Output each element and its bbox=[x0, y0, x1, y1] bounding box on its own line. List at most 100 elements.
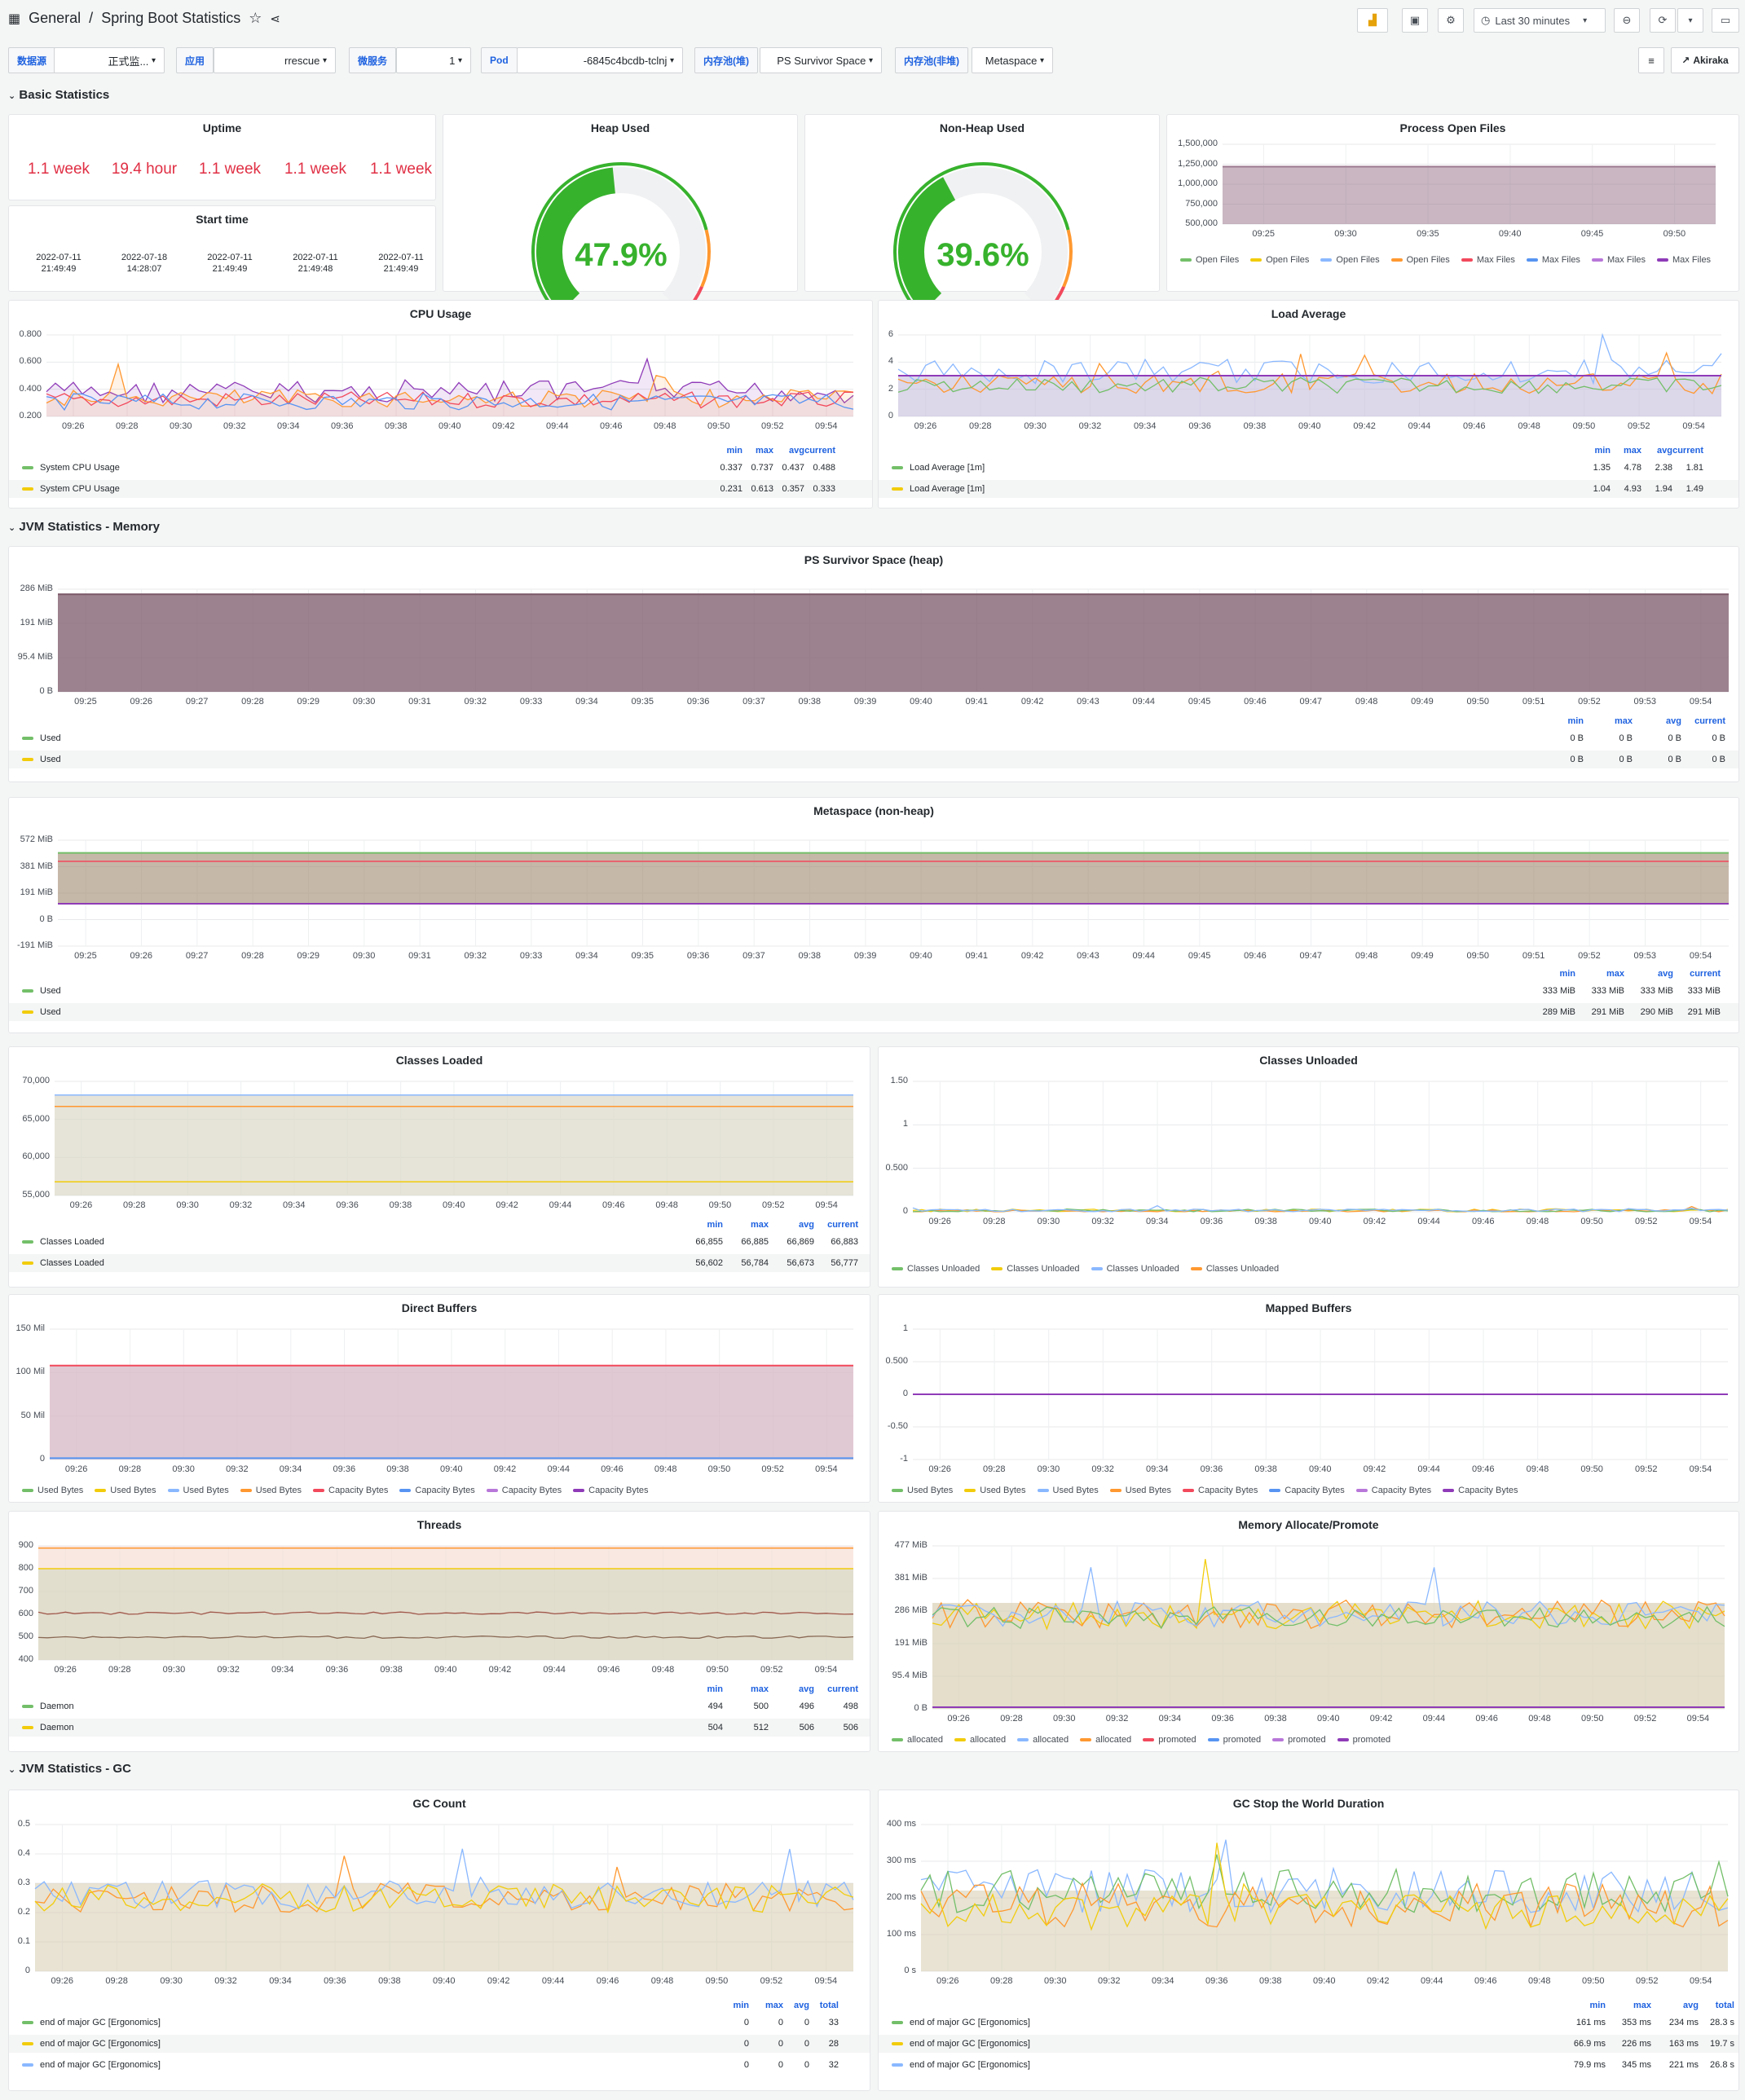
dashboard-settings-button[interactable]: ⚙ bbox=[1438, 8, 1464, 33]
legend-header[interactable]: max bbox=[1633, 2001, 1651, 2010]
legend-row[interactable]: end of major GC [Ergonomics] 0 0 0 33 bbox=[9, 2014, 870, 2032]
legend-item[interactable]: promoted bbox=[1207, 1735, 1261, 1745]
legend-row[interactable]: Used 0 B 0 B 0 B 0 B bbox=[9, 729, 1738, 747]
legend-header[interactable]: avg bbox=[799, 1684, 814, 1694]
legend-header[interactable]: min bbox=[1559, 969, 1575, 979]
legend-item[interactable]: allocated bbox=[1017, 1735, 1069, 1745]
legend-header[interactable]: min bbox=[1594, 446, 1611, 456]
variable-select-app[interactable]: rrescue ▾ bbox=[214, 47, 336, 73]
legend-header[interactable]: min bbox=[733, 2001, 749, 2010]
legend-header[interactable]: current bbox=[1694, 716, 1725, 726]
legend-row[interactable]: System CPU Usage 0.337 0.737 0.437 0.488 bbox=[9, 459, 872, 477]
legend-header[interactable]: avg bbox=[799, 1220, 814, 1230]
legend-header[interactable]: max bbox=[1614, 716, 1633, 726]
dashboard-title[interactable]: Spring Boot Statistics bbox=[101, 10, 241, 26]
legend-header[interactable]: current bbox=[804, 446, 835, 456]
legend-row[interactable]: end of major GC [Ergonomics] 66.9 ms 226 m… bbox=[879, 2035, 1738, 2053]
legend-row[interactable]: Load Average [1m] 1.35 4.78 2.38 1.81 bbox=[879, 459, 1738, 477]
legend-header[interactable]: min bbox=[707, 1220, 723, 1230]
zoom-out-button[interactable]: ⊖ bbox=[1614, 8, 1640, 33]
variable-select-heap-pool[interactable]: PS Survivor Space ▾ bbox=[760, 47, 882, 73]
legend-header[interactable]: avg bbox=[1683, 2001, 1699, 2010]
legend-header[interactable]: max bbox=[1623, 446, 1641, 456]
legend-row[interactable]: Used 0 B 0 B 0 B 0 B bbox=[9, 751, 1738, 768]
legend-header[interactable]: min bbox=[726, 446, 743, 456]
legend-header[interactable]: current bbox=[1690, 969, 1721, 979]
legend-item[interactable]: Max Files bbox=[1461, 255, 1515, 265]
legend-row[interactable]: Load Average [1m] 1.04 4.93 1.94 1.49 bbox=[879, 480, 1738, 498]
variable-select-datasource[interactable]: 正式监... ▾ bbox=[54, 47, 165, 73]
legend-item[interactable]: Capacity Bytes bbox=[1269, 1486, 1345, 1495]
legend-row[interactable]: end of major GC [Ergonomics] 0 0 0 32 bbox=[9, 2056, 870, 2074]
row-jvm-memory[interactable]: ⌄ JVM Statistics - Memory bbox=[8, 520, 160, 534]
legend-item[interactable]: Classes Unloaded bbox=[1190, 1264, 1279, 1274]
legend-item[interactable]: Open Files bbox=[1180, 255, 1239, 265]
legend-row[interactable]: Used 289 MiB 291 MiB 290 MiB 291 MiB bbox=[9, 1003, 1738, 1021]
legend-item[interactable]: Classes Unloaded bbox=[991, 1264, 1080, 1274]
legend-item[interactable]: Max Files bbox=[1657, 255, 1711, 265]
variable-select-pod[interactable]: -6845c4bcdb-tclnj ▾ bbox=[517, 47, 683, 73]
tv-mode-button[interactable]: ▭ bbox=[1712, 8, 1739, 33]
legend-item[interactable]: Used Bytes bbox=[95, 1486, 156, 1495]
legend-item[interactable]: Used Bytes bbox=[892, 1486, 953, 1495]
share-icon[interactable]: ⋖ bbox=[270, 11, 280, 26]
legend-item[interactable]: Capacity Bytes bbox=[313, 1486, 388, 1495]
legend-header[interactable]: max bbox=[755, 446, 773, 456]
variable-select-service[interactable]: 1 ▾ bbox=[396, 47, 471, 73]
legend-item[interactable]: Capacity Bytes bbox=[1355, 1486, 1431, 1495]
row-basic-statistics[interactable]: ⌄ Basic Statistics bbox=[8, 88, 109, 102]
legend-item[interactable]: Capacity Bytes bbox=[573, 1486, 649, 1495]
user-link-button[interactable]: ↗ Akiraka bbox=[1671, 47, 1739, 73]
dashboard-links-button[interactable]: ≡ bbox=[1638, 47, 1664, 73]
legend-header[interactable]: max bbox=[1606, 969, 1624, 979]
legend-item[interactable]: Max Files bbox=[1526, 255, 1580, 265]
legend-row[interactable]: Used 333 MiB 333 MiB 333 MiB 333 MiB bbox=[9, 982, 1738, 1000]
legend-item[interactable]: Capacity Bytes bbox=[1443, 1486, 1518, 1495]
legend-header[interactable]: avg bbox=[1658, 969, 1673, 979]
legend-item[interactable]: Open Files bbox=[1320, 255, 1380, 265]
legend-row[interactable]: System CPU Usage 0.231 0.613 0.357 0.333 bbox=[9, 480, 872, 498]
legend-header[interactable]: max bbox=[750, 1220, 769, 1230]
legend-row[interactable]: Classes Loaded 66,855 66,885 66,869 66,883 bbox=[9, 1233, 870, 1251]
legend-item[interactable]: Capacity Bytes bbox=[486, 1486, 562, 1495]
legend-row[interactable]: end of major GC [Ergonomics] 79.9 ms 345 m… bbox=[879, 2056, 1738, 2074]
variable-select-nonheap-pool[interactable]: Metaspace ▾ bbox=[972, 47, 1053, 73]
legend-row[interactable]: end of major GC [Ergonomics] 161 ms 353 ms… bbox=[879, 2014, 1738, 2032]
legend-header[interactable]: avg bbox=[789, 446, 804, 456]
legend-item[interactable]: Open Files bbox=[1250, 255, 1309, 265]
legend-header[interactable]: current bbox=[1672, 446, 1703, 456]
add-panel-button[interactable]: ▟ bbox=[1357, 8, 1388, 33]
legend-header[interactable]: total bbox=[819, 2001, 839, 2010]
legend-row[interactable]: Classes Loaded 56,602 56,784 56,673 56,777 bbox=[9, 1254, 870, 1272]
star-icon[interactable]: ☆ bbox=[249, 10, 262, 26]
legend-header[interactable]: avg bbox=[794, 2001, 809, 2010]
legend-item[interactable]: Used Bytes bbox=[1109, 1486, 1171, 1495]
legend-item[interactable]: promoted bbox=[1272, 1735, 1326, 1745]
legend-item[interactable]: Used Bytes bbox=[964, 1486, 1026, 1495]
folder-link[interactable]: General bbox=[29, 10, 82, 26]
legend-item[interactable]: allocated bbox=[892, 1735, 943, 1745]
time-picker-button[interactable]: ◷ Last 30 minutes ▾ bbox=[1474, 8, 1606, 33]
refresh-button[interactable]: ⟳ bbox=[1650, 8, 1676, 33]
legend-item[interactable]: Used Bytes bbox=[167, 1486, 229, 1495]
legend-item[interactable]: Used Bytes bbox=[240, 1486, 302, 1495]
legend-header[interactable]: total bbox=[1715, 2001, 1734, 2010]
legend-header[interactable]: current bbox=[827, 1684, 858, 1694]
legend-header[interactable]: max bbox=[765, 2001, 783, 2010]
legend-item[interactable]: promoted bbox=[1337, 1735, 1390, 1745]
row-jvm-gc[interactable]: ⌄ JVM Statistics - GC bbox=[8, 1762, 131, 1776]
legend-header[interactable]: current bbox=[827, 1220, 858, 1230]
legend-item[interactable]: Used Bytes bbox=[1037, 1486, 1099, 1495]
legend-item[interactable]: Capacity Bytes bbox=[1183, 1486, 1258, 1495]
legend-header[interactable]: max bbox=[750, 1684, 769, 1694]
legend-row[interactable]: Daemon 504 512 506 506 bbox=[9, 1719, 870, 1737]
dashboards-grid-icon[interactable]: ▦ bbox=[8, 11, 21, 26]
legend-item[interactable]: Used Bytes bbox=[22, 1486, 83, 1495]
legend-item[interactable]: Max Files bbox=[1591, 255, 1646, 265]
legend-item[interactable]: allocated bbox=[954, 1735, 1006, 1745]
legend-item[interactable]: allocated bbox=[1080, 1735, 1131, 1745]
legend-header[interactable]: avg bbox=[1666, 716, 1681, 726]
legend-header[interactable]: min bbox=[1567, 716, 1584, 726]
legend-item[interactable]: Open Files bbox=[1390, 255, 1450, 265]
save-dashboard-button[interactable]: ▣ bbox=[1402, 8, 1428, 33]
